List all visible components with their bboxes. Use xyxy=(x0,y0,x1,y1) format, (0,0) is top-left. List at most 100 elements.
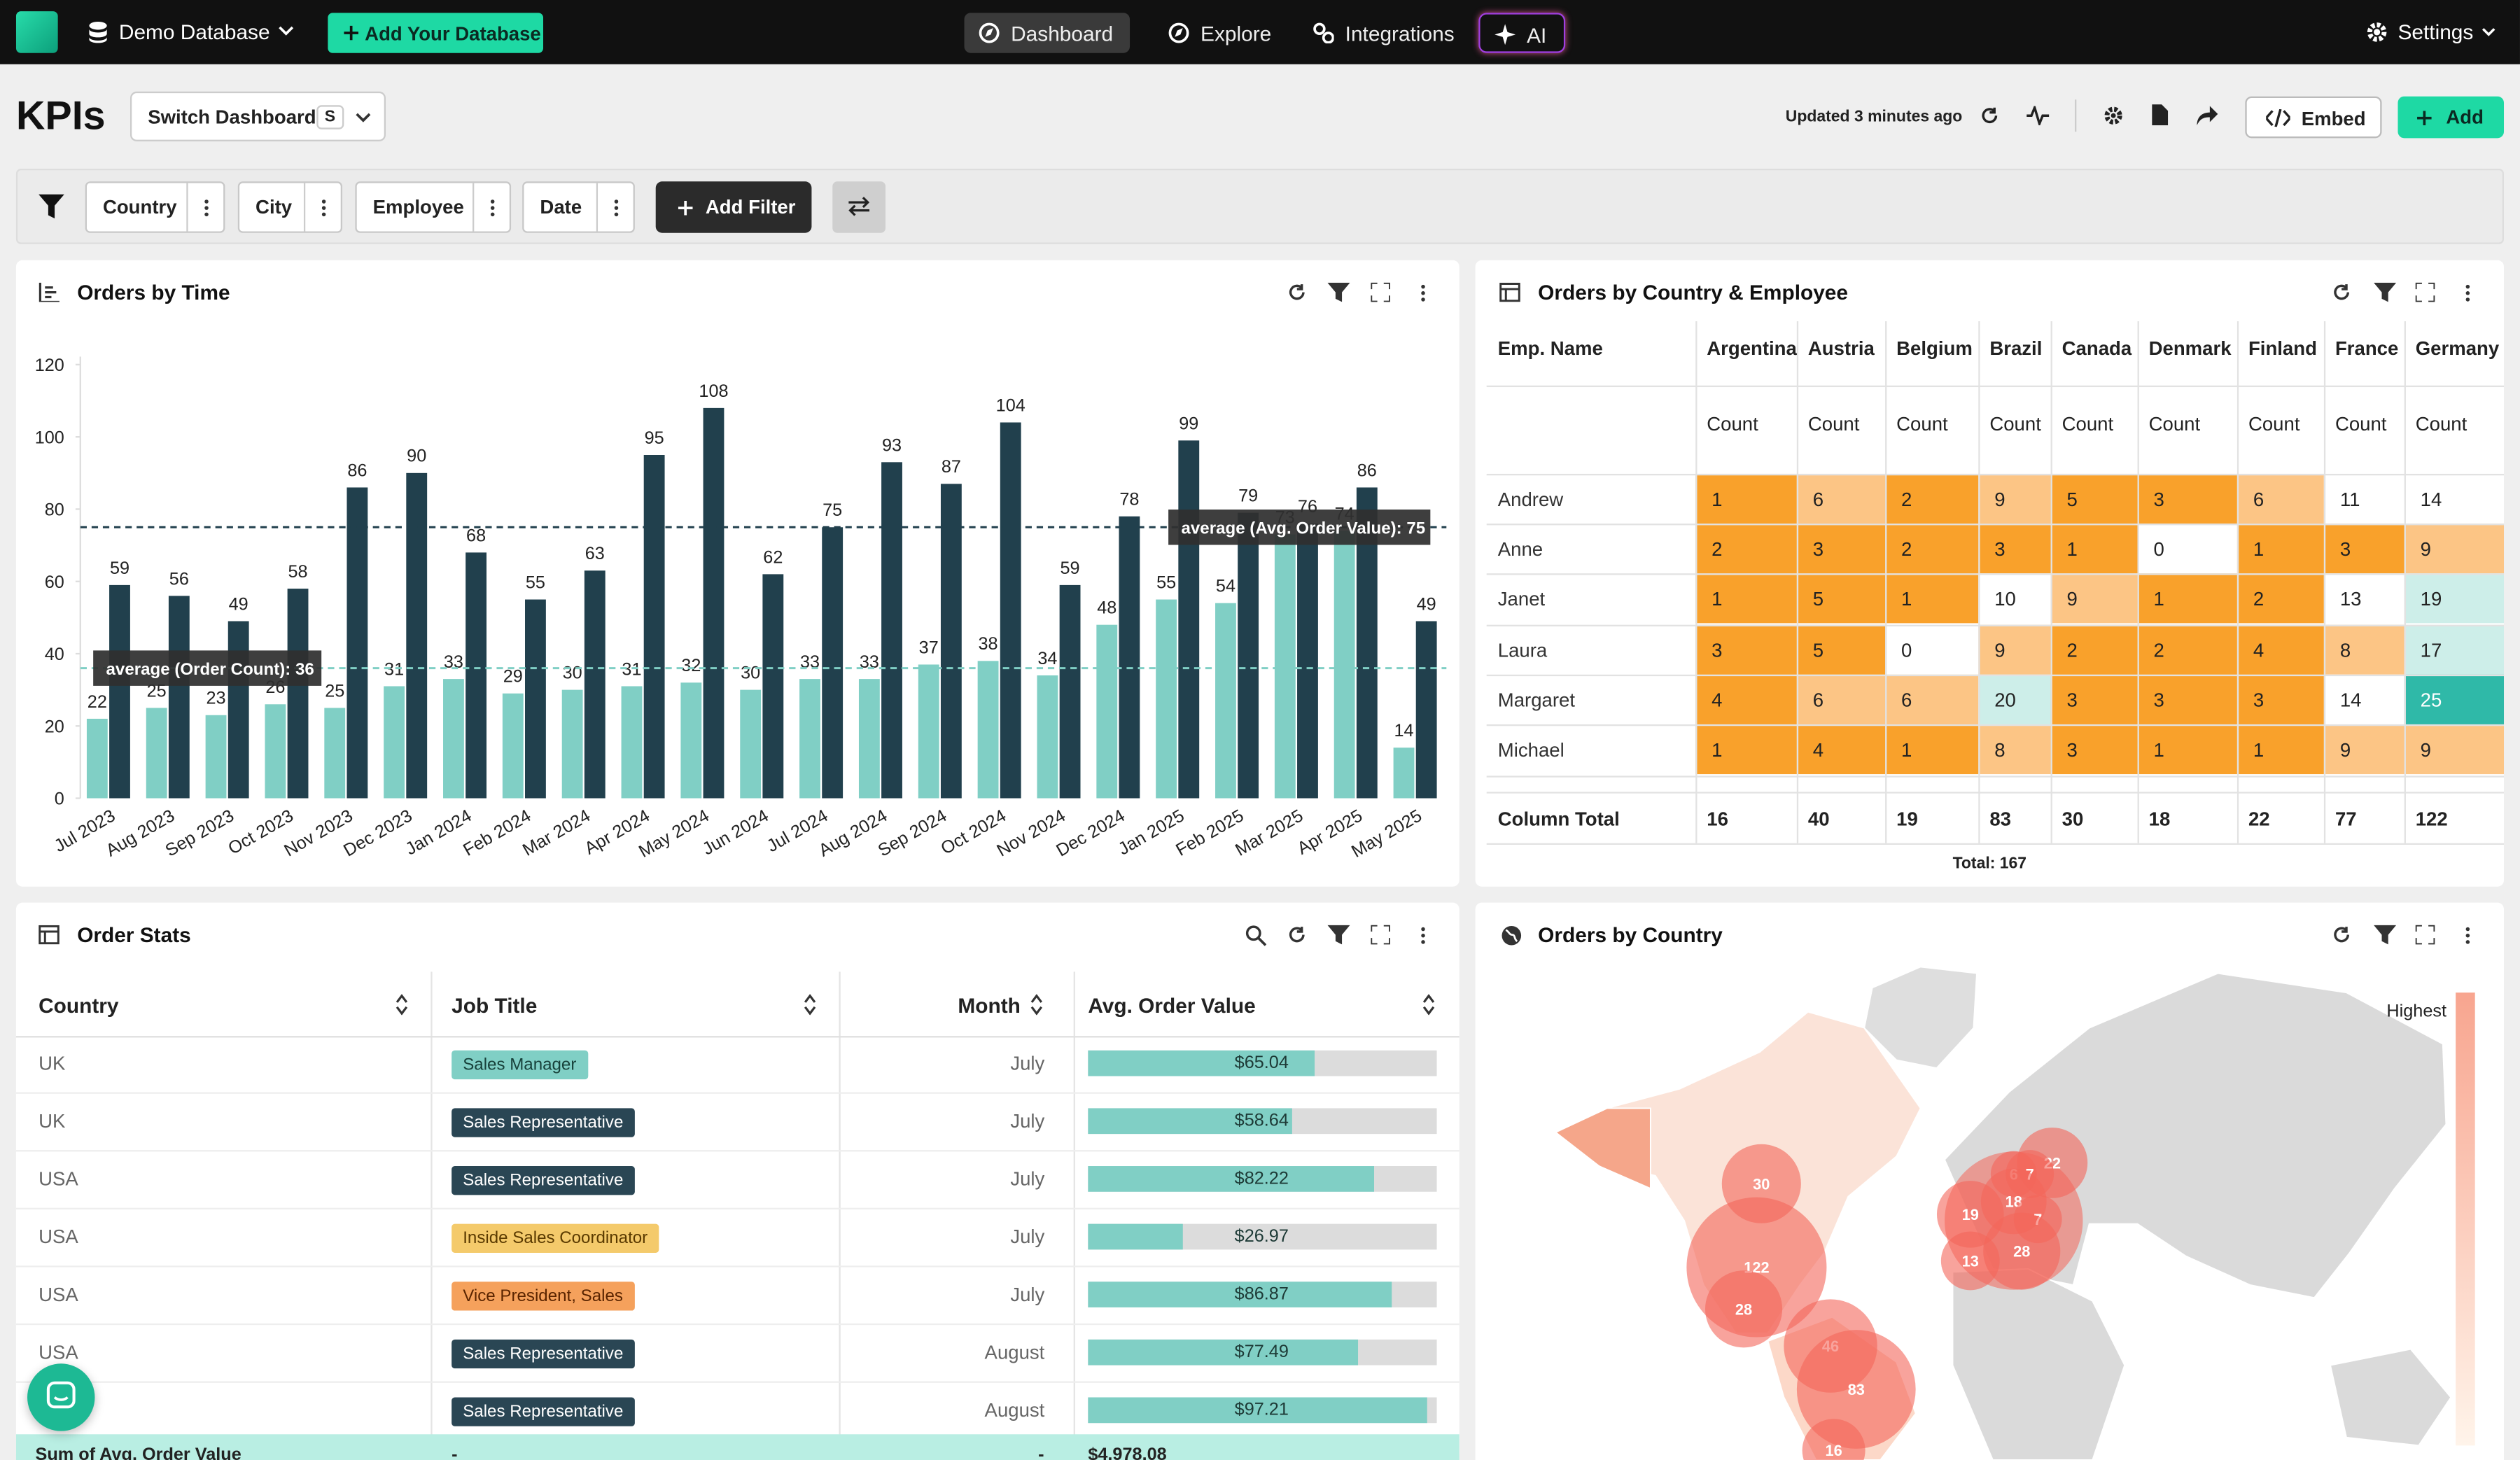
landmass xyxy=(1952,1268,2126,1460)
column-total: 77 xyxy=(2334,808,2357,831)
logo xyxy=(15,11,58,53)
icon-part xyxy=(490,212,495,217)
cell-value: 3 xyxy=(1712,639,1723,662)
activity-icon xyxy=(2026,106,2050,125)
value-label: 34 xyxy=(1037,649,1057,668)
refresh-icon xyxy=(2334,927,2350,943)
swap-button[interactable] xyxy=(832,181,886,233)
icon-part xyxy=(46,1381,76,1409)
bar xyxy=(406,472,428,799)
nav-tab[interactable]: AI xyxy=(1478,13,1566,53)
embed-button[interactable]: Embed xyxy=(2245,96,2382,139)
refresh-icon xyxy=(1982,107,1998,123)
column-total: 40 xyxy=(1807,808,1830,831)
row-label: Andrew xyxy=(1497,488,1564,511)
menu-icon xyxy=(490,199,495,217)
heat-cell xyxy=(1695,573,1797,624)
heat-cell xyxy=(1695,624,1797,675)
chat-button[interactable] xyxy=(27,1363,95,1431)
cell-value: 4 xyxy=(2253,639,2264,662)
month-cell: July xyxy=(1010,1167,1045,1191)
value-bar xyxy=(1088,1397,1427,1424)
add-database-button[interactable]: Add Your Database xyxy=(328,13,544,53)
filter-chip[interactable]: City xyxy=(237,181,343,233)
filter-chip[interactable]: Country xyxy=(85,181,225,233)
bubble xyxy=(1704,1270,1783,1348)
settings-icon xyxy=(2104,106,2122,125)
value-label: 86 xyxy=(347,461,367,480)
nav-tab[interactable]: Integrations xyxy=(1298,13,1466,52)
heat-cell xyxy=(2137,524,2237,574)
cell-value: 1 xyxy=(2153,738,2164,761)
icon-part xyxy=(1505,929,1518,942)
col-line xyxy=(1796,321,1799,843)
header-line xyxy=(1486,385,2505,388)
measure-header: Count xyxy=(2148,412,2201,435)
column-header: Finland xyxy=(2248,337,2317,360)
bar xyxy=(287,589,309,799)
heat-cell xyxy=(2137,724,2237,775)
measure-header: Count xyxy=(1896,412,1948,435)
icon-part xyxy=(1313,22,1326,36)
heat-cell xyxy=(1885,524,1979,574)
cell-value: 3 xyxy=(2066,738,2078,761)
value-bar xyxy=(1088,1223,1182,1250)
plus-icon xyxy=(678,199,693,215)
add-button[interactable]: Add xyxy=(2398,96,2505,139)
value-bar xyxy=(1088,1339,1359,1366)
heat-cell xyxy=(1885,624,1979,675)
bar xyxy=(940,484,962,799)
refresh-icon xyxy=(1289,927,1305,943)
heat-cell xyxy=(2323,624,2404,675)
column-total: 122 xyxy=(2415,808,2448,831)
col-line xyxy=(1073,971,1075,1460)
bar xyxy=(1415,621,1437,799)
row-line xyxy=(15,1092,1460,1094)
bubble-label: 83 xyxy=(1848,1381,1865,1398)
value-label: 68 xyxy=(466,526,486,545)
icon-part xyxy=(2110,113,2116,118)
filter-chip[interactable]: Employee xyxy=(355,181,512,233)
cell-value: 3 xyxy=(2153,488,2164,511)
icon-part xyxy=(1245,925,1261,941)
row-line xyxy=(1486,524,2505,526)
heat-cell xyxy=(2050,624,2138,675)
cell-value: 3 xyxy=(1994,538,2005,561)
cell-value: 1 xyxy=(1712,738,1723,761)
tab-label: AI xyxy=(1527,22,1547,47)
switch-dashboard[interactable]: Switch Dashboard S xyxy=(130,91,386,141)
heat-cell xyxy=(1978,573,2051,624)
value-label: 108 xyxy=(699,381,728,401)
bubble xyxy=(1936,1181,2004,1248)
divider xyxy=(596,183,598,232)
value-label: 93 xyxy=(882,435,902,455)
heat-cell xyxy=(1978,524,2051,574)
landmass xyxy=(2329,1348,2452,1447)
icon-part xyxy=(53,1396,69,1401)
heat-cell xyxy=(1885,473,1979,524)
value-label: 86 xyxy=(1357,461,1377,480)
icon-part xyxy=(396,994,408,1016)
x-tick-label: Feb 2024 xyxy=(460,806,534,860)
sort-icon xyxy=(396,994,408,1016)
heat-cell xyxy=(2050,473,2138,524)
measure-header: Count xyxy=(2415,412,2468,435)
nav-tab[interactable]: Dashboard xyxy=(964,13,1130,53)
nav-tab[interactable]: Explore xyxy=(1154,13,1272,52)
tab-label: Explore xyxy=(1200,20,1272,45)
y-tick-label: 120 xyxy=(35,356,64,375)
filter-chip[interactable]: Date xyxy=(522,181,635,233)
divider xyxy=(186,183,188,232)
cell-value: 8 xyxy=(2339,639,2351,662)
sort-icon xyxy=(1422,994,1435,1016)
cell-value: 3 xyxy=(2066,689,2078,712)
add-filter-button[interactable]: Add Filter xyxy=(655,181,812,233)
column-total: 30 xyxy=(2062,808,2084,831)
cell-value: 1 xyxy=(1901,587,1912,611)
heat-cell xyxy=(2050,724,2138,775)
icon-part xyxy=(1420,290,1424,295)
icon-part xyxy=(2374,282,2397,302)
value-label: 31 xyxy=(384,659,404,679)
value-label: 62 xyxy=(763,547,783,567)
